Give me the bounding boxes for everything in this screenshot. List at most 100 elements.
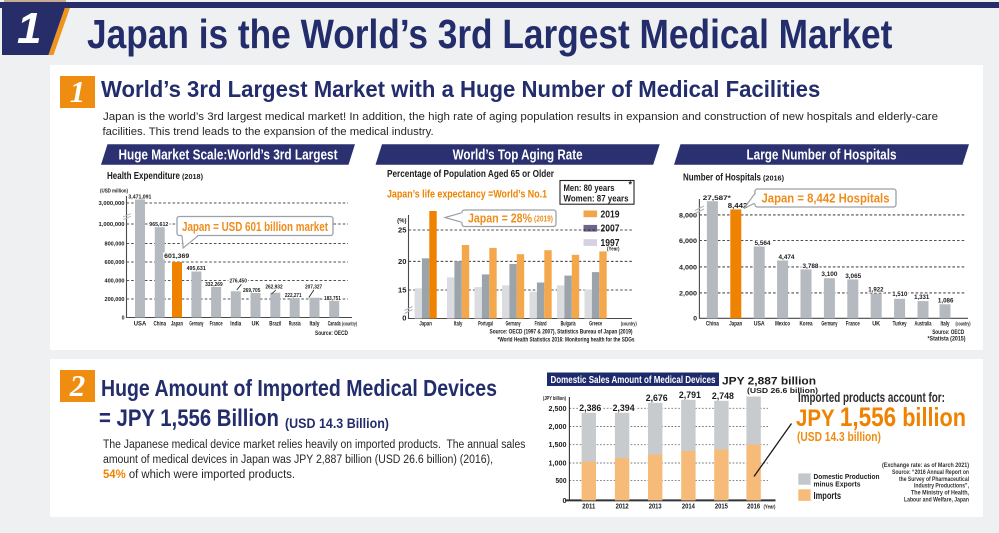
- svg-text:2,000: 2,000: [679, 290, 697, 297]
- svg-text:Source: OECD (1997 & 2007), St: Source: OECD (1997 & 2007), Statistics B…: [490, 328, 633, 335]
- svg-text:Japan: Japan: [729, 321, 742, 327]
- svg-text:Portugal: Portugal: [478, 322, 493, 328]
- svg-text:*World Health Statistics 2016:: *World Health Statistics 2016: Monitorin…: [498, 336, 635, 343]
- svg-text:Men: 80 years: Men: 80 years: [564, 183, 615, 194]
- svg-text:Number of Hospitals: Number of Hospitals: [683, 173, 761, 184]
- svg-text:Percentage of Population Aged: Percentage of Population Aged 65 or Olde…: [387, 168, 554, 180]
- svg-text:800,000: 800,000: [105, 242, 125, 248]
- svg-text:Domestic Sales Amount of Medic: Domestic Sales Amount of Medical Devices: [551, 374, 716, 386]
- svg-text:15: 15: [398, 286, 407, 295]
- svg-text:0: 0: [562, 496, 566, 505]
- svg-text:Korea: Korea: [800, 321, 813, 327]
- svg-text:JPY 2,887 billion: JPY 2,887 billion: [722, 376, 816, 388]
- svg-text:2019: 2019: [601, 209, 620, 220]
- svg-text:500: 500: [556, 476, 567, 485]
- svg-text:601,369: 601,369: [164, 253, 189, 260]
- svg-text:3,788: 3,788: [803, 263, 819, 270]
- svg-text:2014: 2014: [682, 503, 695, 510]
- svg-text:2,386: 2,386: [579, 403, 601, 413]
- svg-text:1,331: 1,331: [914, 294, 929, 301]
- svg-text:(2016): (2016): [763, 174, 784, 183]
- svg-text:Japan = 28%: Japan = 28%: [468, 212, 532, 226]
- svg-text:UK: UK: [872, 321, 881, 327]
- svg-text:China: China: [154, 322, 167, 328]
- svg-text:183,751: 183,751: [324, 296, 341, 302]
- svg-text:Health Expenditure: Health Expenditure: [107, 171, 180, 182]
- svg-text:(Year): (Year): [764, 504, 776, 510]
- svg-text:2016: 2016: [747, 503, 760, 510]
- svg-text:Brazil: Brazil: [269, 322, 281, 328]
- svg-text:269,705: 269,705: [243, 288, 261, 294]
- svg-text:0: 0: [693, 316, 697, 323]
- svg-text:276,450: 276,450: [229, 279, 247, 285]
- svg-text:Italy: Italy: [310, 322, 321, 328]
- svg-text:1,086: 1,086: [938, 297, 954, 304]
- svg-text:(USD 26.6 billion): (USD 26.6 billion): [747, 388, 818, 395]
- svg-text:0: 0: [122, 316, 125, 322]
- svg-text:2,676: 2,676: [646, 393, 668, 403]
- svg-text:6,000: 6,000: [679, 238, 697, 245]
- svg-text:20: 20: [398, 257, 406, 266]
- svg-text:The Ministry of Health,: The Ministry of Health,: [911, 491, 969, 497]
- svg-text:Women: 87 years: Women: 87 years: [564, 193, 629, 204]
- svg-text:(%): (%): [397, 219, 406, 225]
- svg-text:World’s Top Aging Rate: World’s Top Aging Rate: [453, 146, 583, 163]
- svg-text:Japan = 8,442 Hospitals: Japan = 8,442 Hospitals: [762, 191, 890, 206]
- svg-text:Germany: Germany: [821, 321, 837, 327]
- svg-text:600,000: 600,000: [105, 260, 125, 266]
- svg-text:4,474: 4,474: [779, 254, 795, 261]
- svg-text:262,932: 262,932: [265, 284, 282, 290]
- svg-text:2,500: 2,500: [549, 404, 567, 413]
- svg-text:2015: 2015: [715, 503, 728, 510]
- svg-text:*Statista (2015): *Statista (2015): [928, 336, 966, 343]
- svg-text:1: 1: [17, 4, 41, 53]
- svg-text:400,000: 400,000: [105, 279, 125, 285]
- svg-text:(USD million): (USD million): [100, 189, 128, 195]
- svg-text:1,922: 1,922: [868, 287, 883, 294]
- svg-text:(2018): (2018): [182, 172, 203, 181]
- svg-text:Huge Market Scale:World’s 3rd: Huge Market Scale:World’s 3rd Largest: [119, 146, 338, 163]
- svg-text:France: France: [846, 321, 860, 327]
- svg-text:France: France: [210, 322, 223, 328]
- svg-text:UK: UK: [252, 322, 261, 328]
- svg-text:495,631: 495,631: [187, 266, 206, 272]
- svg-text:Imports: Imports: [814, 491, 842, 502]
- svg-text:(2019): (2019): [534, 214, 553, 224]
- svg-text:3,100: 3,100: [821, 271, 837, 278]
- svg-text:the Survey of Pharmaceutical: the Survey of Pharmaceutical: [899, 477, 969, 483]
- svg-text:(Exchange rate: as of March 20: (Exchange rate: as of March 2021): [882, 463, 969, 469]
- svg-text:8,442: 8,442: [728, 201, 748, 210]
- svg-text:Canada: Canada: [328, 322, 341, 328]
- svg-text:3,471,091: 3,471,091: [128, 194, 151, 200]
- svg-text:Source: OECD: Source: OECD: [315, 330, 348, 337]
- svg-text:Germany: Germany: [506, 322, 521, 328]
- svg-text:8,000: 8,000: [679, 212, 697, 219]
- svg-text:2012: 2012: [616, 503, 629, 510]
- svg-text:Finland: Finland: [535, 322, 547, 328]
- svg-text:Germany: Germany: [189, 322, 203, 328]
- svg-text:3,065: 3,065: [845, 273, 861, 280]
- svg-text:25: 25: [398, 226, 407, 235]
- svg-text:27,587*: 27,587*: [703, 195, 732, 202]
- svg-text:Japan = USD 601 billion market: Japan = USD 601 billion market: [182, 220, 329, 234]
- svg-text:2007: 2007: [601, 224, 620, 235]
- svg-text:2011: 2011: [582, 503, 595, 510]
- svg-text:Bulgaria: Bulgaria: [561, 322, 576, 328]
- svg-text:(country): (country): [621, 322, 637, 328]
- svg-text:Turkey: Turkey: [893, 321, 907, 327]
- svg-text:(country): (country): [956, 321, 971, 327]
- svg-text:0: 0: [402, 314, 406, 323]
- svg-text:USA: USA: [754, 321, 766, 327]
- svg-text:2,000: 2,000: [549, 422, 567, 431]
- svg-text:Labour and Welfare, Japan: Labour and Welfare, Japan: [904, 498, 969, 504]
- svg-text:Russia: Russia: [289, 322, 301, 328]
- svg-text:Italy: Italy: [941, 321, 950, 327]
- svg-text:Industry Productions”,: Industry Productions”,: [914, 484, 969, 490]
- svg-text:Domestic Production: Domestic Production: [814, 472, 880, 481]
- svg-text:Japan: Japan: [419, 322, 432, 328]
- svg-text:965,612: 965,612: [149, 222, 168, 228]
- svg-text:332,269: 332,269: [205, 282, 223, 288]
- svg-text:Source: OECD: Source: OECD: [932, 329, 964, 336]
- svg-text:Large Number of Hospitals: Large Number of Hospitals: [747, 146, 897, 163]
- svg-text:2013: 2013: [649, 503, 662, 510]
